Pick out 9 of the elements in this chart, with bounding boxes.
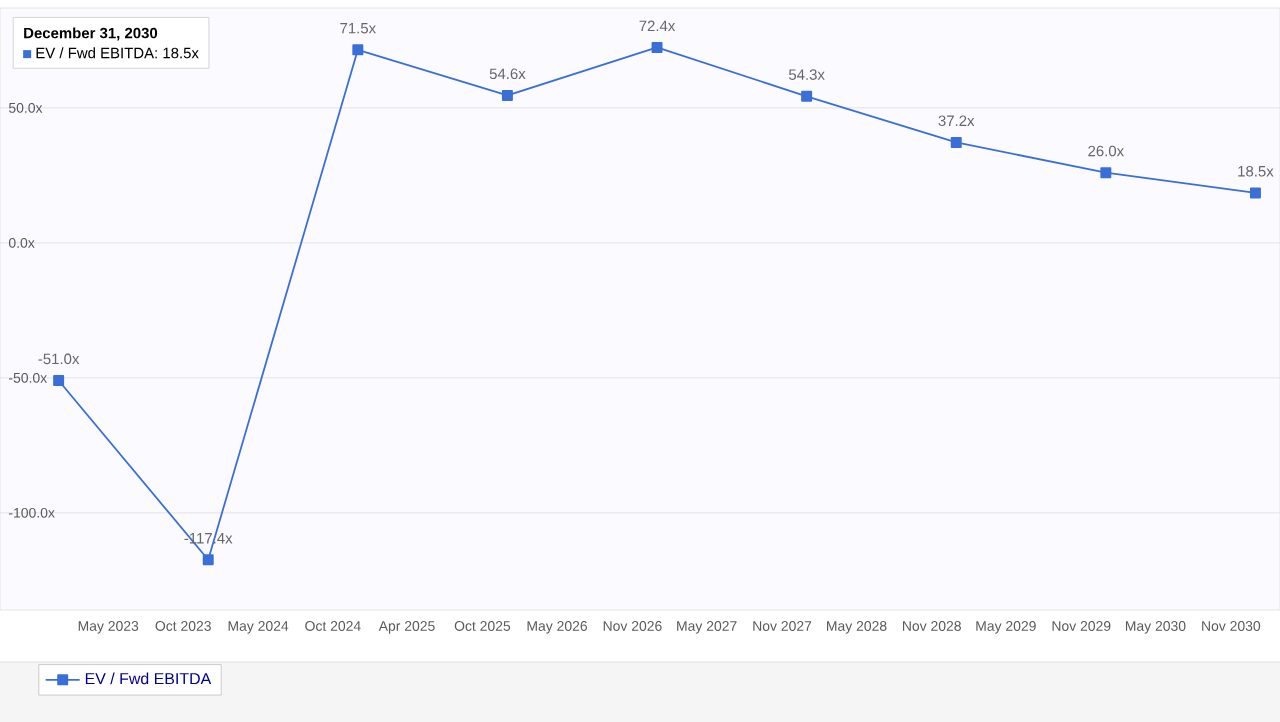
point bbox=[950, 136, 962, 148]
point bbox=[1249, 187, 1261, 199]
point bbox=[651, 41, 663, 53]
point bbox=[801, 90, 813, 102]
point bbox=[1100, 167, 1112, 179]
point bbox=[53, 375, 65, 387]
point bbox=[501, 89, 513, 101]
point bbox=[202, 554, 214, 566]
point bbox=[352, 44, 364, 56]
